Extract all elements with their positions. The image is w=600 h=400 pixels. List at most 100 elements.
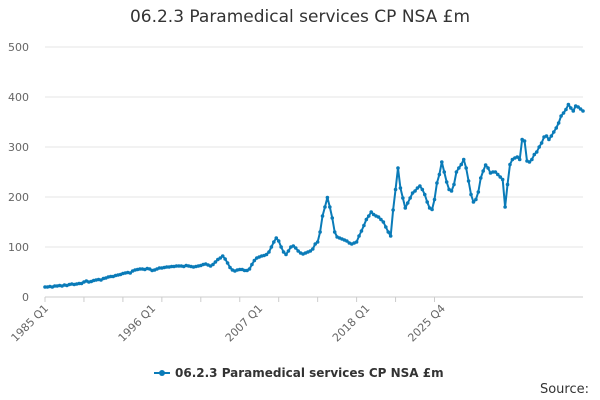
legend-marker [159,370,165,376]
data-point [561,111,566,115]
data-point [444,180,449,184]
data-point [325,195,330,200]
data-point [556,121,561,125]
data-point [564,107,568,112]
data-point [478,176,483,180]
data-point [559,114,563,118]
data-point [517,157,522,162]
source-label: Source: [539,382,589,397]
data-point [247,267,252,271]
data-point [332,230,337,234]
data-point [566,102,571,107]
data-point [359,229,364,233]
data-point [376,215,381,219]
chart-title: 06.2.3 Paramedical services CP NSA £m [129,7,471,27]
data-point [405,201,410,205]
data-point [495,172,500,177]
x-tick-label: 2007 Q1 [223,302,266,345]
data-point [408,196,412,200]
data-point [454,170,459,174]
data-point [272,240,276,244]
data-point [554,126,559,130]
data-point [476,190,481,194]
data-point [461,157,466,162]
data-point [345,239,349,243]
data-point [366,214,371,218]
data-point [571,109,576,113]
data-point [464,166,468,170]
data-point [459,162,464,167]
data-point [218,256,223,260]
data-point [420,187,425,192]
data-point [452,182,456,187]
data-point [483,163,488,167]
data-point [223,257,227,261]
data-point [527,160,532,164]
data-point [486,166,490,170]
data-point [308,249,313,253]
data-point [442,170,447,174]
data-point [498,175,503,179]
data-point [328,205,332,209]
data-point [435,181,439,185]
data-point [457,166,461,170]
data-point [330,216,335,220]
data-point [544,134,549,138]
y-tick-label: 100 [8,241,29,254]
data-point [532,152,537,157]
data-point [500,177,505,182]
data-point [393,187,398,192]
data-point [569,106,573,110]
data-point [252,258,257,263]
data-point [481,169,485,173]
data-point [286,249,291,253]
data-point [220,254,225,258]
data-point [274,236,279,240]
data-point [505,182,510,187]
y-tick-label: 500 [8,41,29,54]
data-point [425,200,429,204]
data-point [284,252,288,257]
data-point [551,130,556,134]
data-point [388,234,393,238]
data-point [296,249,300,253]
data-point [440,160,444,164]
x-tick-label: 1985 Q1 [9,302,52,345]
y-tick-label: 0 [22,291,29,304]
data-point [530,157,534,162]
data-point [357,234,361,238]
data-point [432,197,437,202]
data-point [320,214,325,218]
data-point [581,109,585,113]
data-point [547,137,551,142]
data-point [267,250,271,254]
data-point [522,139,527,143]
data-point [534,150,539,154]
data-point [422,192,427,197]
data-point [264,252,269,257]
data-point [466,179,471,183]
data-point [250,262,254,267]
data-point [310,247,315,251]
data-point [413,189,417,193]
data-point [469,192,473,197]
data-point [515,155,520,159]
data-point [211,262,215,267]
data-point [578,107,583,111]
data-point [430,207,434,212]
data-point [576,105,580,109]
data-point [364,217,369,222]
data-point [474,197,478,202]
data-point [415,186,420,190]
data-point [396,166,400,170]
data-point [508,162,512,167]
data-point [437,172,442,177]
data-point [354,240,359,244]
y-tick-label: 300 [8,141,29,154]
data-point [381,220,386,224]
data-point [418,184,422,188]
data-point [225,261,230,265]
data-point [537,145,541,149]
x-tick-label: 2025 Q4 [405,302,448,345]
